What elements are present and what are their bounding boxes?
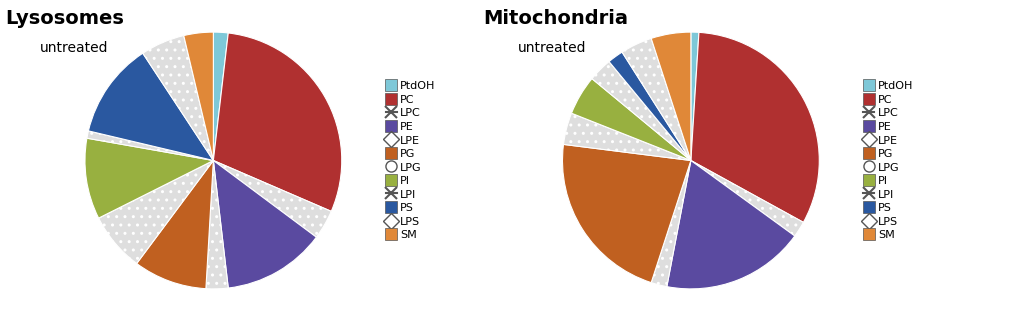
Wedge shape: [206, 160, 229, 289]
Wedge shape: [88, 53, 213, 160]
Wedge shape: [99, 160, 213, 264]
Wedge shape: [143, 36, 213, 160]
Wedge shape: [691, 32, 699, 160]
Wedge shape: [213, 32, 229, 160]
Wedge shape: [571, 79, 691, 160]
Wedge shape: [691, 32, 819, 222]
Wedge shape: [213, 160, 316, 288]
Wedge shape: [563, 144, 691, 282]
Wedge shape: [87, 131, 213, 160]
Text: Lysosomes: Lysosomes: [5, 9, 124, 28]
Wedge shape: [213, 160, 331, 237]
Legend: PtdOH, PC, LPC, PE, LPE, PG, LPG, PI, LPI, PS, LPS, SM: PtdOH, PC, LPC, PE, LPE, PG, LPG, PI, LP…: [864, 81, 913, 240]
Wedge shape: [666, 160, 795, 289]
Wedge shape: [213, 33, 341, 211]
Wedge shape: [691, 160, 804, 236]
Legend: PtdOH, PC, LPC, PE, LPE, PG, LPG, PI, LPI, PS, LPS, SM: PtdOH, PC, LPC, PE, LPE, PG, LPG, PI, LP…: [386, 81, 436, 240]
Wedge shape: [622, 39, 691, 160]
Wedge shape: [184, 32, 213, 160]
Wedge shape: [592, 62, 691, 160]
Text: Mitochondria: Mitochondria: [483, 9, 628, 28]
Wedge shape: [564, 113, 691, 160]
Text: untreated: untreated: [40, 41, 109, 55]
Wedge shape: [609, 52, 691, 160]
Wedge shape: [651, 160, 691, 287]
Text: untreated: untreated: [517, 41, 586, 55]
Wedge shape: [85, 138, 213, 218]
Wedge shape: [137, 160, 213, 289]
Wedge shape: [651, 32, 691, 160]
